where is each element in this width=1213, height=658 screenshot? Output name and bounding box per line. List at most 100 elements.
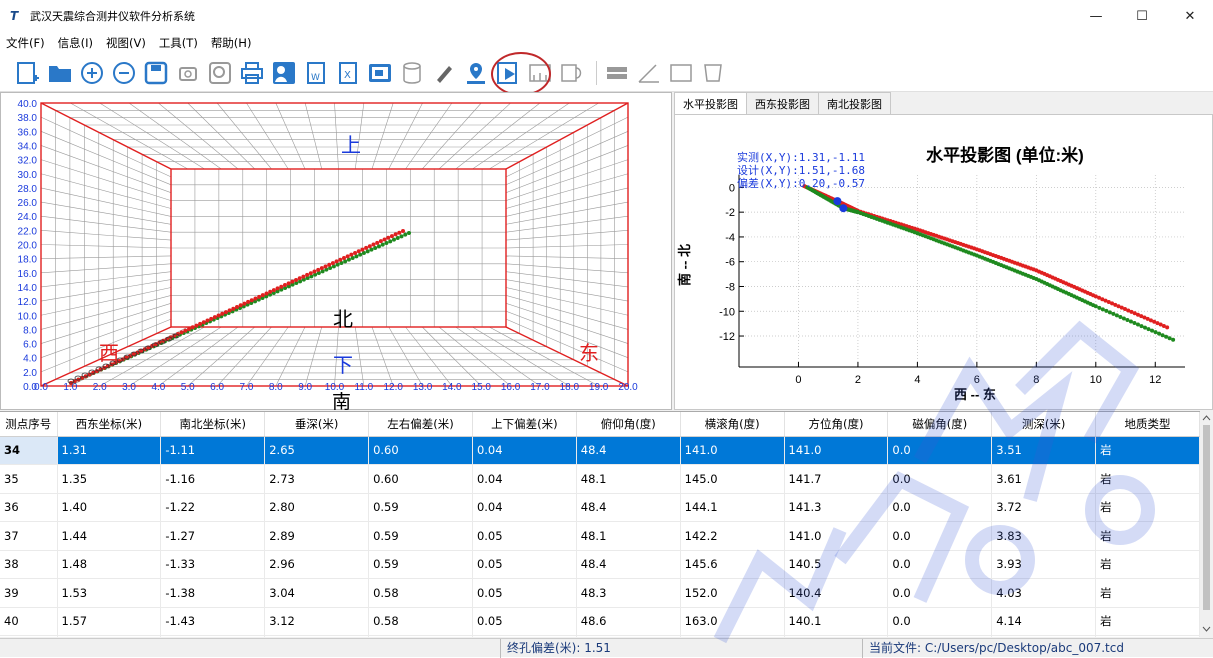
table-row[interactable]: 38 1.48 -1.33 2.96 0.59 0.05 48.4 145.6 140.5 0.0… [0,550,1200,579]
table-cell[interactable]: 0.59 [368,550,473,579]
table-row[interactable]: 37 1.44 -1.27 2.89 0.59 0.05 48.1 142.2 141.0 0.0… [0,521,1200,551]
row-index-cell[interactable]: 41 [0,635,58,637]
column-header[interactable]: 俯仰角(度) [576,412,681,437]
table-cell[interactable]: 152.0 [680,578,785,608]
table-cell[interactable]: 145.0 [680,464,785,494]
table-cell[interactable]: 141.0 [784,436,889,465]
table-cell[interactable]: 3.20 [264,635,370,637]
close-button[interactable]: ✕ [1184,8,1196,24]
table-cell[interactable]: 4.03 [991,578,1097,608]
curve-icon[interactable] [558,59,586,87]
table-cell[interactable]: 0.0 [887,436,993,465]
table-cell[interactable]: 1.35 [57,464,162,494]
table-cell[interactable]: -1.49 [160,635,266,637]
table-cell[interactable]: 1.44 [57,521,162,551]
row-index-cell[interactable]: 34 [0,436,58,465]
table-cell[interactable]: 2.89 [264,521,370,551]
menu-info[interactable]: 信息(I) [57,36,93,50]
table-cell[interactable]: 3.72 [991,493,1097,522]
table-row[interactable]: 36 1.40 -1.22 2.80 0.59 0.04 48.4 144.1 141.3 0.0… [0,493,1200,522]
tab-horizontal[interactable]: 水平投影图 [674,92,747,115]
table-cell[interactable]: 1.31 [57,436,162,465]
table-cell[interactable]: -1.16 [160,464,266,494]
location-icon[interactable] [462,59,490,87]
minimize-button[interactable]: — [1089,8,1103,24]
table-cell[interactable]: 0.04 [472,436,577,465]
table-cell[interactable]: 0.58 [368,635,473,637]
table-cell[interactable]: 48.4 [576,493,681,522]
table-cell[interactable]: 141.7 [784,464,889,494]
menu-view[interactable]: 视图(V) [105,36,146,50]
column-header-index[interactable]: 测点序号 [0,412,58,437]
pen-icon[interactable] [430,59,458,87]
table-row[interactable]: 40 1.57 -1.43 3.12 0.58 0.05 48.6 163.0 140.1 0.0… [0,607,1200,636]
column-header[interactable]: 西东坐标(米) [57,412,162,437]
3d-view-pane[interactable]: 40.0 38.0 36.0 34.0 32.0 30.0 28.0 26.0 24.0 22.0… [0,92,672,413]
table-cell[interactable]: 4.14 [991,607,1097,636]
column-header[interactable]: 磁偏角(度) [887,412,993,437]
table-cell[interactable]: 1.57 [57,607,162,636]
new-icon[interactable] [14,59,42,87]
tab-west-east[interactable]: 西东投影图 [746,92,819,114]
tab-south-north[interactable]: 南北投影图 [818,92,891,114]
zoom-in-icon[interactable] [78,59,106,87]
table-cell[interactable]: 0.58 [368,578,473,608]
table-cell[interactable]: 岩 [1095,578,1200,608]
column-header[interactable]: 上下偏差(米) [472,412,577,437]
table-cell[interactable]: 0.59 [368,521,473,551]
table-cell[interactable]: 岩 [1095,521,1200,551]
projection-plot[interactable]: 水平投影图 (单位:米) 0 2 4 6 8 10 12 0 -2 -4 -6 -8 -10 -12 西 --… [674,114,1213,410]
table-cell[interactable]: 141.0 [784,521,889,551]
layer-icon[interactable] [603,59,631,87]
row-index-cell[interactable]: 37 [0,521,58,551]
table-row[interactable]: 34 1.31 -1.11 2.65 0.60 0.04 48.4 141.0 141.0 0.0… [0,436,1200,465]
table-cell[interactable]: 0.04 [472,493,577,522]
table-cell[interactable]: 48.1 [576,464,681,494]
menu-file[interactable]: 文件(F) [6,36,45,50]
table-cell[interactable]: 0.0 [887,578,993,608]
maximize-button[interactable]: ☐ [1136,8,1148,24]
table-row[interactable]: 411.62-1.493.200.580.0548.3167.6139.90.0… [0,635,1200,637]
column-header[interactable]: 左右偏差(米) [368,412,473,437]
zoom-out-icon[interactable] [110,59,138,87]
table-cell[interactable]: 0.0 [887,464,993,494]
table-cell[interactable]: 139.9 [784,635,889,637]
table-cell[interactable]: 140.4 [784,578,889,608]
table-cell[interactable]: 岩 [1095,607,1200,636]
table-cell[interactable]: 3.51 [991,436,1097,465]
table-cell[interactable]: 0.59 [368,493,473,522]
table-cell[interactable]: 144.1 [680,493,785,522]
table-cell[interactable]: 0.04 [472,464,577,494]
row-index-cell[interactable]: 36 [0,493,58,522]
column-header[interactable]: 测深(米) [991,412,1097,437]
user-icon[interactable] [270,59,298,87]
table-cell[interactable]: 岩 [1095,550,1200,579]
print-preview-icon[interactable] [206,59,234,87]
table-cell[interactable]: 岩 [1095,635,1200,637]
table-cell[interactable]: 岩 [1095,464,1200,494]
export-word-icon[interactable]: W [302,59,330,87]
table-cell[interactable]: 4.24 [991,635,1097,637]
column-header[interactable]: 南北坐标(米) [160,412,266,437]
table-cell[interactable]: 0.0 [887,521,993,551]
menu-tools[interactable]: 工具(T) [158,36,198,50]
table-row[interactable]: 39 1.53 -1.38 3.04 0.58 0.05 48.3 152.0 140.4 0.0… [0,578,1200,608]
row-index-cell[interactable]: 38 [0,550,58,579]
table-cell[interactable]: -1.38 [160,578,266,608]
table-cell[interactable]: 1.62 [57,635,162,637]
table-cell[interactable]: 0.0 [887,550,993,579]
table-cell[interactable]: 0.05 [472,607,577,636]
table-cell[interactable]: 1.48 [57,550,162,579]
table-cell[interactable]: 0.05 [472,521,577,551]
print-icon[interactable] [238,59,266,87]
save-icon[interactable] [142,59,170,87]
table-cell[interactable]: 167.6 [680,635,785,637]
row-index-cell[interactable]: 35 [0,464,58,494]
table-cell[interactable]: -1.43 [160,607,266,636]
image-icon[interactable] [366,59,394,87]
table-cell[interactable]: 0.60 [368,464,473,494]
table-cell[interactable]: 1.40 [57,493,162,522]
table-cell[interactable]: 48.3 [576,635,681,637]
table-cell[interactable]: -1.27 [160,521,266,551]
column-header[interactable]: 地质类型 [1095,412,1200,437]
